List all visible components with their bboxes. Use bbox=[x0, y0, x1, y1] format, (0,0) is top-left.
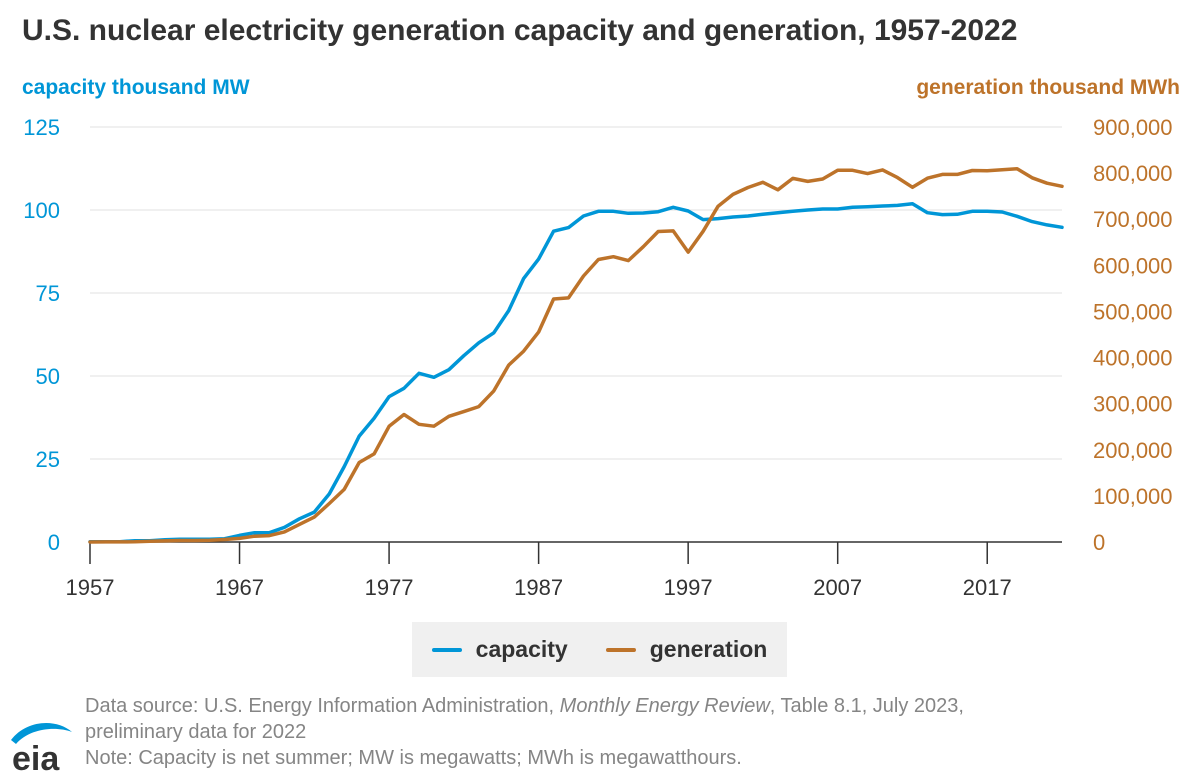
left-tick-label: 50 bbox=[36, 364, 60, 389]
x-tick-label: 2007 bbox=[813, 575, 862, 600]
footer: Data source: U.S. Energy Information Adm… bbox=[85, 693, 1085, 771]
series-line-generation bbox=[88, 167, 1064, 544]
legend-item-generation[interactable]: generation bbox=[605, 636, 768, 663]
left-tick-label: 75 bbox=[36, 281, 60, 306]
left-tick-label: 0 bbox=[48, 530, 60, 555]
legend-item-capacity[interactable]: capacity bbox=[431, 636, 568, 663]
left-axis-label: capacity thousand MW bbox=[22, 76, 250, 99]
source-note: Data source: U.S. Energy Information Adm… bbox=[85, 693, 1085, 719]
series-line-capacity bbox=[88, 201, 1064, 544]
source-line2: preliminary data for 2022 bbox=[85, 721, 307, 743]
left-tick-label: 25 bbox=[36, 447, 60, 472]
right-tick-label: 900,000 bbox=[1093, 115, 1173, 140]
right-tick-label: 100,000 bbox=[1093, 484, 1173, 509]
x-tick-label: 1997 bbox=[664, 575, 713, 600]
right-tick-label: 800,000 bbox=[1093, 161, 1173, 186]
x-tick-label: 1987 bbox=[514, 575, 563, 600]
x-tick-label: 1957 bbox=[66, 575, 115, 600]
legend: capacity generation bbox=[412, 622, 787, 677]
legend-swatch-generation bbox=[605, 647, 636, 652]
footnote: Note: Capacity is net summer; MW is mega… bbox=[85, 747, 742, 769]
right-tick-label: 0 bbox=[1093, 530, 1105, 555]
legend-swatch-capacity bbox=[431, 647, 462, 652]
right-tick-label: 300,000 bbox=[1093, 392, 1173, 417]
x-tick-label: 1967 bbox=[215, 575, 264, 600]
left-tick-label: 125 bbox=[23, 115, 60, 140]
chart-canvas: 0 25 50 75 100 125 0 100,000 200,000 300,000 400,0… bbox=[23, 115, 1173, 600]
eia-logo: eia bbox=[11, 722, 72, 774]
right-tick-label: 200,000 bbox=[1093, 438, 1173, 463]
x-tick-label: 2017 bbox=[963, 575, 1012, 600]
x-tick-label: 1977 bbox=[365, 575, 414, 600]
source-prefix: Data source: U.S. Energy Information Adm… bbox=[85, 695, 555, 717]
right-tick-label: 600,000 bbox=[1093, 253, 1173, 278]
left-tick-label: 100 bbox=[23, 198, 60, 223]
right-axis-label: generation thousand MWh bbox=[916, 76, 1180, 99]
eia-logo-text: eia bbox=[12, 740, 60, 774]
chart-title: U.S. nuclear electricity generation capa… bbox=[22, 14, 1018, 47]
source-title: Monthly Energy Review bbox=[559, 695, 770, 717]
right-tick-label: 400,000 bbox=[1093, 346, 1173, 371]
legend-label-capacity: capacity bbox=[475, 636, 568, 662]
legend-label-generation: generation bbox=[649, 636, 768, 662]
right-tick-label: 700,000 bbox=[1093, 207, 1173, 232]
right-tick-label: 500,000 bbox=[1093, 299, 1173, 324]
source-suffix: , Table 8.1, July 2023, bbox=[769, 695, 964, 717]
